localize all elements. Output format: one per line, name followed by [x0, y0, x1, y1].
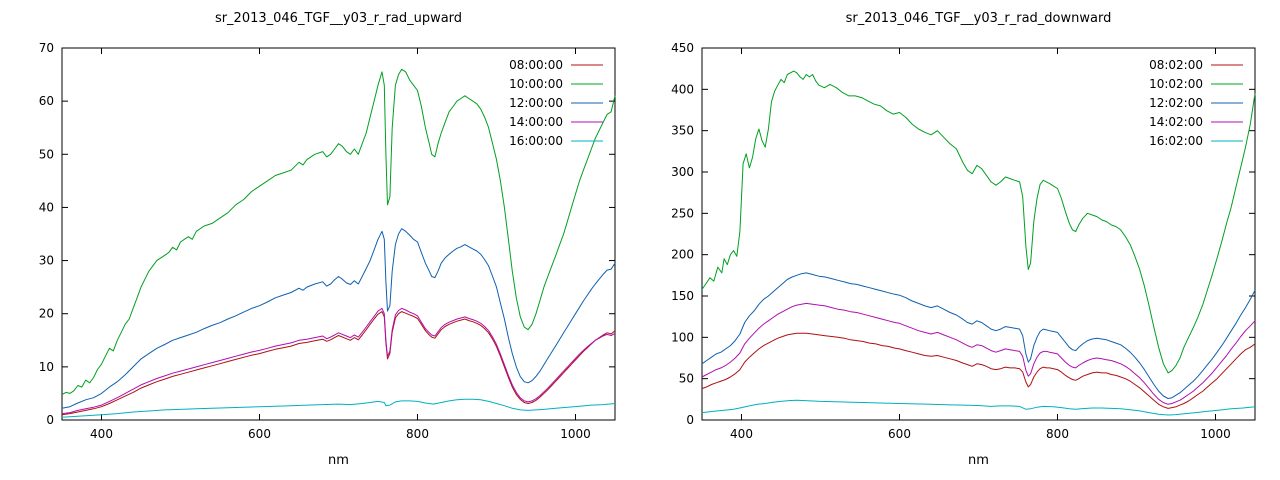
legend-label: 08:00:00	[509, 58, 563, 72]
y-tick-label: 400	[671, 82, 694, 96]
series-line-10:02:00	[701, 70, 1256, 374]
chart-downward: 400 600 800 1000 0 50 100 150 200 250 300 350 400 450…	[640, 0, 1280, 480]
legend-label: 10:00:00	[509, 77, 563, 91]
y-tick-label: 50	[39, 147, 54, 161]
series-line-12:00:00	[61, 228, 616, 409]
x-tick-label: 400	[90, 427, 113, 441]
x-tick-label: 800	[1046, 427, 1069, 441]
series-line-12:02:00	[701, 272, 1256, 399]
series-line-16:02:00	[701, 399, 1256, 416]
y-tick-label: 60	[39, 94, 54, 108]
y-tick-label: 40	[39, 200, 54, 214]
series-line-14:00:00	[61, 307, 616, 415]
plot-border	[701, 47, 1256, 421]
legend-label: 10:02:00	[1149, 77, 1203, 91]
series-line-14:02:00	[701, 302, 1256, 405]
x-tick-label: 400	[730, 427, 753, 441]
series-line-08:00:00	[61, 311, 616, 416]
plot-border	[61, 47, 616, 421]
series-line-16:00:00	[61, 398, 616, 418]
y-tick-label: 200	[671, 248, 694, 262]
y-tick-label: 150	[671, 289, 694, 303]
y-tick-label: 70	[39, 41, 54, 55]
y-tick-label: 20	[39, 307, 54, 321]
legend-label: 12:02:00	[1149, 96, 1203, 110]
x-axis-label: nm	[328, 453, 349, 468]
y-tick-label: 10	[39, 360, 54, 374]
series-line-08:02:00	[701, 332, 1256, 409]
x-tick-label: 1000	[1200, 427, 1231, 441]
chart-downward-svg: 400 600 800 1000 0 50 100 150 200 250 300 350 400 450…	[671, 11, 1256, 468]
x-tick-label: 600	[248, 427, 271, 441]
legend-label: 16:00:00	[509, 134, 563, 148]
x-tick-label: 600	[888, 427, 911, 441]
series-line-10:00:00	[61, 68, 616, 395]
y-tick-label: 250	[671, 206, 694, 220]
chart-title: sr_2013_046_TGF__y03_r_rad_upward	[215, 11, 462, 26]
legend-label: 12:00:00	[509, 96, 563, 110]
y-tick-label: 50	[679, 372, 694, 386]
legend-label: 14:02:00	[1149, 115, 1203, 129]
y-tick-label: 100	[671, 330, 694, 344]
y-tick-label: 350	[671, 124, 694, 138]
chart-upward: 400 600 800 1000 0 10 20 30 40 50 60 70 sr_2013_046_…	[39, 11, 616, 468]
x-tick-label: 1000	[560, 427, 591, 441]
y-tick-label: 450	[671, 41, 694, 55]
y-tick-label: 30	[39, 254, 54, 268]
y-tick-label: 0	[46, 413, 54, 427]
y-tick-label: 300	[671, 165, 694, 179]
x-tick-label: 800	[406, 427, 429, 441]
chart-upward-svg: 400 600 800 1000 0 10 20 30 40 50 60 70 sr_2013_046_…	[39, 11, 616, 468]
legend-label: 08:02:00	[1149, 58, 1203, 72]
chart-title: sr_2013_046_TGF__y03_r_rad_downward	[846, 11, 1112, 26]
legend-label: 16:02:00	[1149, 134, 1203, 148]
y-tick-label: 0	[686, 413, 694, 427]
x-axis-label: nm	[968, 453, 989, 468]
legend-label: 14:00:00	[509, 115, 563, 129]
